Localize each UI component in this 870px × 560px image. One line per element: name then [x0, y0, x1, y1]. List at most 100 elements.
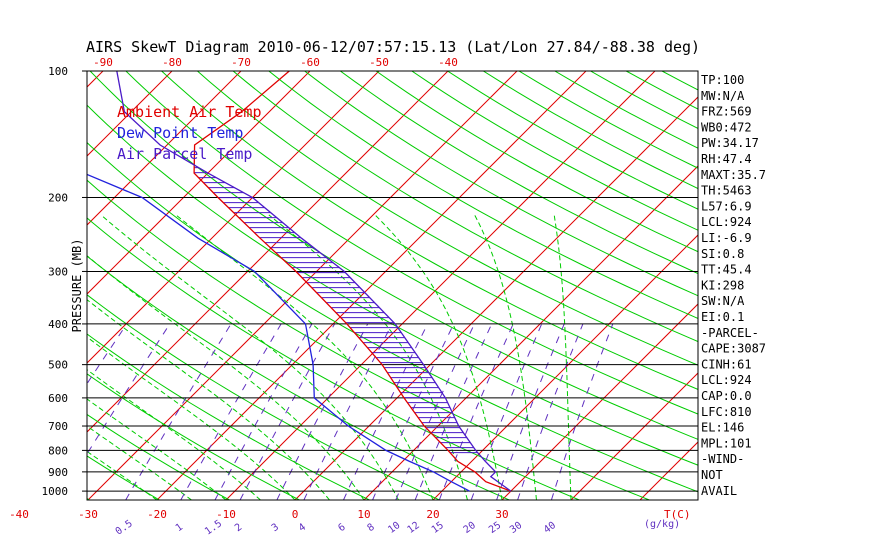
isotherm-line	[156, 71, 587, 500]
dry-adiabat-line	[411, 71, 698, 231]
mixing-ratio-line	[414, 323, 493, 500]
dry-adiabat-line	[87, 255, 510, 500]
dry-adiabat-line	[232, 71, 698, 343]
mixing-ratio-label: 40	[542, 520, 558, 536]
mixing-ratio-label: 4	[297, 522, 308, 534]
dry-adiabat-line	[483, 71, 698, 190]
isotherm-line	[225, 71, 656, 500]
x-tick-label: -20	[147, 508, 167, 521]
x-top-tick-label: -40	[438, 56, 458, 69]
index-label: SI:0.8	[701, 247, 744, 261]
mixing-ratio-label: 3	[270, 522, 281, 534]
dry-adiabat-line	[87, 179, 650, 500]
index-label: L57:6.9	[701, 199, 752, 213]
index-label: FRZ:569	[701, 105, 752, 119]
dry-adiabat-line	[268, 71, 698, 320]
mixing-ratio-line	[180, 323, 282, 500]
index-label: TT:45.4	[701, 263, 752, 277]
dry-adiabat-line	[87, 373, 300, 500]
y-tick-label: 700	[48, 420, 68, 433]
x-top-tick-label: -90	[93, 56, 113, 69]
isotherm-line	[87, 71, 311, 295]
legend: Ambient Air Temp Dew Point Temp Air Parcel…	[117, 103, 262, 163]
x-top-tick-label: -50	[369, 56, 389, 69]
mixing-ratio-line	[87, 323, 128, 385]
isotherm-line	[501, 303, 698, 500]
x-top-tick-label: -70	[231, 56, 251, 69]
mixing-ratio-label: 20	[462, 520, 478, 536]
dry-adiabat-line	[197, 71, 698, 366]
mixing-ratio-label: 2	[233, 522, 244, 534]
mixing-ratio-line	[343, 323, 429, 500]
dry-adiabat-line	[518, 71, 698, 169]
index-label: LI:-6.9	[701, 231, 752, 245]
dry-adiabat-line	[125, 71, 698, 415]
mixing-ratio-line	[395, 323, 475, 500]
air-parcel-temp-line	[116, 71, 512, 492]
mixing-ratio-label: 6	[336, 522, 347, 534]
dry-adiabat-line	[375, 71, 698, 253]
y-tick-label: 1000	[42, 485, 69, 498]
chart-title: AIRS SkewT Diagram 2010-06-12/07:57:15.1…	[86, 38, 700, 56]
isotherm-line	[363, 165, 698, 500]
index-label: EI:0.1	[701, 310, 744, 324]
ambient-air-temp-line	[193, 71, 512, 492]
cape-hatch	[194, 167, 478, 454]
moist-adiabat-line	[87, 336, 296, 500]
y-tick-label: 300	[48, 265, 68, 278]
index-label: LCL:924	[701, 215, 752, 229]
dry-adiabat-line	[87, 413, 230, 500]
dry-adiabat-line	[0, 71, 20, 500]
isotherm-line	[87, 71, 380, 364]
index-label: -WIND-	[701, 452, 744, 466]
moist-adiabat-line	[87, 255, 365, 500]
mixing-ratio-label: 8	[366, 522, 377, 534]
dew-point-temp-line	[87, 173, 470, 492]
x-top-tick-label: -80	[162, 56, 182, 69]
isotherm-line	[570, 372, 698, 500]
mixing-ratio-label: 30	[508, 520, 524, 536]
mixing-ratio-line	[125, 323, 232, 500]
moist-adiabat-line	[553, 214, 572, 500]
mixing-ratio-line	[470, 323, 543, 500]
moist-adiabat-line	[87, 398, 227, 500]
x-tick-label: 30	[495, 508, 508, 521]
axes: 1002003004005006007008009001000PRESSURE …	[9, 56, 699, 538]
mixing-ratio-line	[87, 323, 171, 455]
mixing-ratio-line	[239, 323, 336, 500]
x-tick-label: 20	[426, 508, 439, 521]
isotherm-line	[87, 71, 518, 500]
mixing-ratio-line	[214, 323, 313, 500]
y-tick-label: 600	[48, 392, 68, 405]
mixing-ratio-label: 15	[430, 520, 446, 536]
isotherm-line	[87, 71, 242, 226]
index-label: TH:5463	[701, 184, 752, 198]
index-label: SW:N/A	[701, 294, 745, 308]
y-tick-label: 200	[48, 191, 68, 204]
index-label: CAP:0.0	[701, 389, 752, 403]
dry-adiabat-line	[87, 104, 698, 466]
mixing-ratio-label: 25	[487, 520, 503, 536]
mixing-ratio-line	[276, 323, 369, 500]
index-label: LFC:810	[701, 405, 752, 419]
mixing-ratio-line	[372, 323, 455, 500]
mixing-ratio-label: 12	[406, 520, 422, 536]
legend-item-label: Ambient Air Temp	[117, 103, 262, 121]
isotherm-line	[294, 96, 698, 500]
index-label: KI:298	[701, 278, 744, 292]
series-lines	[87, 71, 512, 492]
dry-adiabat-line	[447, 71, 698, 210]
index-label: PW:34.17	[701, 136, 759, 150]
x-tick-label: 0	[292, 508, 299, 521]
mixing-ratio-unit-label: (g/kg)	[644, 519, 680, 530]
index-label: RH:47.4	[701, 152, 752, 166]
index-label: MW:N/A	[701, 89, 745, 103]
isotherm-line	[0, 71, 34, 500]
legend-item-label: Air Parcel Temp	[117, 145, 252, 163]
moist-adiabat-line	[87, 299, 330, 500]
legend-item-label: Dew Point Temp	[117, 124, 243, 142]
grid-lines	[0, 71, 698, 500]
mixing-ratio-label: 10	[386, 520, 402, 536]
